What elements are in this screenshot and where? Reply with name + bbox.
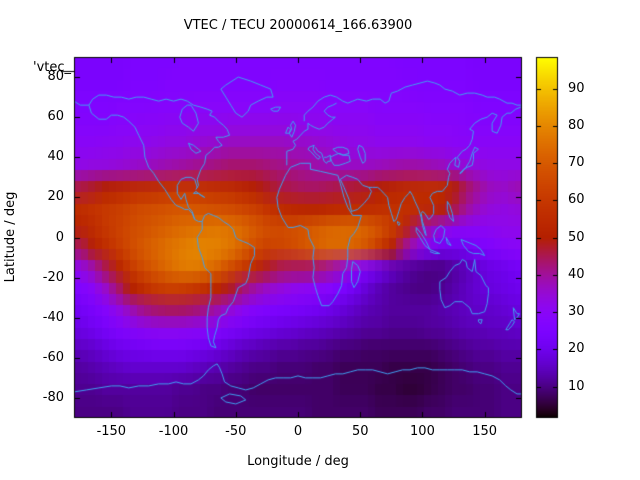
key-label: 'vtec_	[33, 60, 72, 75]
colorbar-tick-label: 20	[568, 341, 585, 357]
x-tick-label: 50	[351, 424, 369, 439]
y-tick-label: -20	[42, 269, 64, 285]
colorbar-tick-label: 30	[568, 304, 585, 320]
plot-title: VTEC / TECU 20000614_166.63900	[183, 18, 413, 33]
colorbar-tick-label: 40	[568, 266, 585, 282]
x-tick-label: -100	[158, 424, 189, 439]
colorbar-tick-label: 70	[568, 155, 585, 171]
y-tick-label: -80	[42, 389, 64, 405]
y-tick-label: 40	[47, 149, 64, 165]
colorbar-tick-label: 50	[568, 229, 585, 245]
y-tick-label: 20	[47, 189, 64, 205]
colorbar-tick-label: 10	[568, 378, 585, 394]
x-tick-label: -150	[96, 424, 127, 439]
x-tick-label: 150	[472, 424, 498, 439]
colorbar-tick-label: 60	[568, 192, 585, 208]
y-tick-label: -40	[42, 309, 64, 325]
y-tick-label: -60	[42, 349, 64, 365]
y-tick-label: 60	[47, 109, 64, 125]
y-tick-label: 0	[55, 229, 64, 245]
y-tick-label: 80	[47, 69, 64, 85]
x-axis-label: Longitude / deg	[247, 454, 349, 469]
x-tick-label: -50	[225, 424, 247, 439]
x-tick-label: 100	[410, 424, 435, 439]
colorbar-tick-label: 90	[568, 80, 585, 96]
colorbar-tick-label: 80	[568, 117, 585, 133]
x-tick-label: 0	[293, 424, 303, 439]
